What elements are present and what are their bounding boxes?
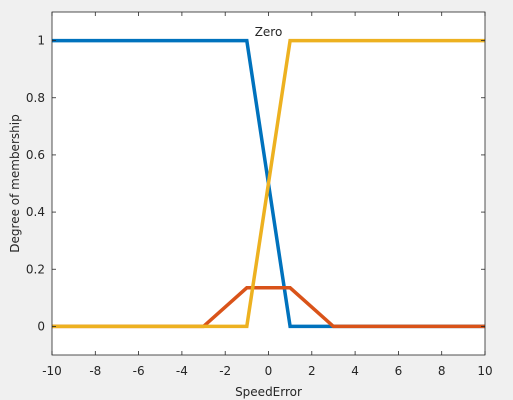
annotation-layer: Zero	[255, 25, 283, 39]
y-tick-label: 0.4	[26, 205, 45, 219]
x-tick-label: 0	[265, 364, 273, 378]
y-axis-ticks: 0 0.2 0.4 0.6 0.8 1	[26, 34, 485, 333]
x-tick-label: -8	[89, 364, 101, 378]
y-tick-label: 0.2	[26, 262, 45, 276]
x-tick-label: 6	[395, 364, 403, 378]
y-tick-label: 0.8	[26, 91, 45, 105]
x-axis-ticks: -10 -8 -6 -4 -2 0 2 4 6 8 10	[42, 12, 493, 378]
x-axis-label: SpeedError	[235, 385, 302, 399]
x-tick-label: 8	[438, 364, 446, 378]
x-tick-label: 10	[477, 364, 492, 378]
y-tick-label: 1	[37, 34, 45, 48]
x-tick-label: -10	[42, 364, 62, 378]
x-tick-label: 2	[308, 364, 316, 378]
x-tick-label: -4	[176, 364, 188, 378]
y-tick-label: 0.6	[26, 148, 45, 162]
x-tick-label: -2	[219, 364, 231, 378]
membership-label-1: Zero	[255, 25, 283, 39]
x-tick-label: 4	[351, 364, 359, 378]
y-tick-label: 0	[37, 319, 45, 333]
x-tick-label: -6	[133, 364, 145, 378]
series-line-3	[52, 38, 485, 329]
series-layer	[52, 38, 485, 329]
y-axis-label: Degree of membership	[8, 114, 22, 252]
